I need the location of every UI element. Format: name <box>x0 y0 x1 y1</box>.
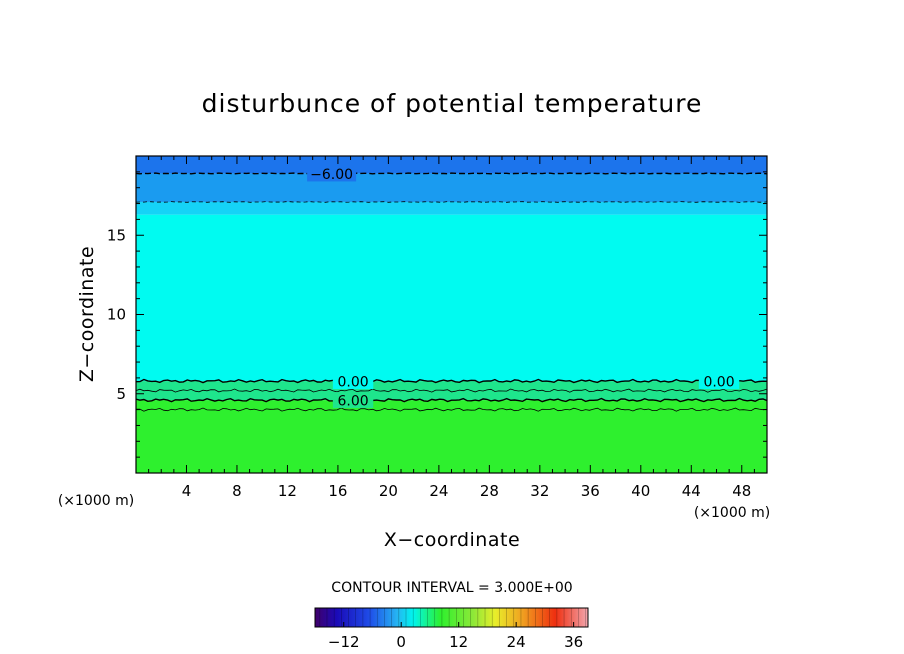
band-1 <box>136 381 767 401</box>
contour-line-0 <box>136 172 767 175</box>
band-0 <box>136 400 767 473</box>
y-tick-label: 15 <box>107 226 126 244</box>
y-tick-label: 10 <box>107 306 126 324</box>
colorbar-tick-label: 36 <box>564 633 583 651</box>
x-axis-label: X−coordinate <box>384 529 520 551</box>
colorbar-tick-label: 0 <box>396 633 406 651</box>
x-tick-label: 48 <box>732 482 751 500</box>
contour-label-bg-3 <box>332 392 374 409</box>
x-tick-label: 20 <box>379 482 398 500</box>
x-tick-label: 8 <box>232 482 242 500</box>
contour-line-4 <box>136 397 767 403</box>
x-tick-label: 12 <box>278 482 297 500</box>
band-5 <box>136 156 767 174</box>
x-tick-label: 4 <box>182 482 192 500</box>
chart-title: disturbunce of potential temperature <box>202 89 703 118</box>
x-tick-label: 16 <box>328 482 347 500</box>
x-tick-label: 36 <box>581 482 600 500</box>
colorbar-tick-label: −12 <box>328 633 360 651</box>
x-tick-label: 24 <box>429 482 448 500</box>
contour-line-5 <box>136 407 767 412</box>
y-tick-labels: 5 10 15 <box>107 226 126 403</box>
band-3 <box>136 201 767 215</box>
contour-label-bg-0 <box>307 165 357 182</box>
x-tick-labels: 4 8 12 16 20 24 28 32 36 40 44 48 <box>182 482 752 500</box>
x-tick-label: 44 <box>682 482 701 500</box>
colorbar-tick-label: 12 <box>449 633 468 651</box>
colorbar-tick-label: 24 <box>507 633 526 651</box>
contour-line-1 <box>136 201 767 203</box>
x-unit-right: (×1000 m) <box>694 505 770 521</box>
band-2 <box>136 214 767 382</box>
contour-label-bg-2 <box>698 373 740 390</box>
contour-line-3 <box>136 388 767 393</box>
contour-label-0: −6.00 <box>310 167 353 183</box>
axis-ticks <box>135 155 768 474</box>
contour-label-2: 0.00 <box>703 375 734 391</box>
contour-label-1: 0.00 <box>337 375 368 391</box>
contour-line-2 <box>136 378 767 384</box>
contour-label-3: 6.00 <box>337 394 368 410</box>
x-unit-left: (×1000 m) <box>58 493 134 509</box>
plot-area <box>136 156 767 473</box>
x-tick-label: 40 <box>631 482 650 500</box>
colorbar-gradient <box>314 607 589 628</box>
band-4 <box>136 173 767 202</box>
x-tick-label: 32 <box>530 482 549 500</box>
y-tick-label: 5 <box>116 385 126 403</box>
colorbar: −12 0 12 24 36 <box>314 607 589 651</box>
contour-interval-text: CONTOUR INTERVAL = 3.000E+00 <box>331 580 572 596</box>
y-axis-label: Z−coordinate <box>76 246 98 382</box>
contour-label-bg-1 <box>332 373 374 390</box>
x-tick-label: 28 <box>480 482 499 500</box>
